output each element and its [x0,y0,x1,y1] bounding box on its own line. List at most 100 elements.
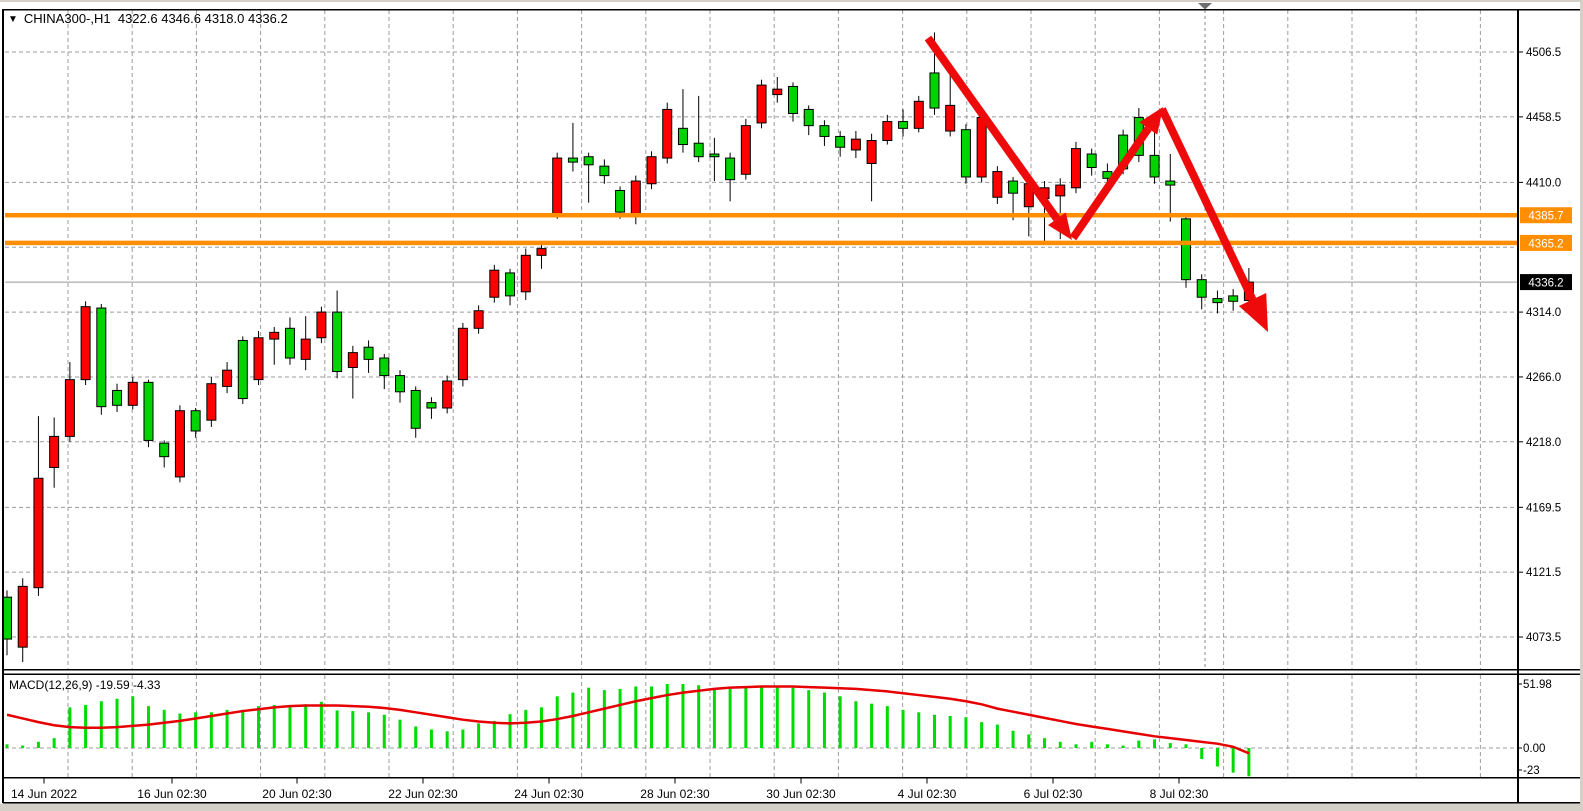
candle-bearish [913,100,924,129]
candle-bearish [473,310,484,329]
price-axis-label: 4121.5 [1526,567,1561,579]
candle-bullish [1212,298,1223,304]
right-gray-strip [1580,0,1583,811]
candle-bearish [127,381,138,406]
macd-histogram-bar [225,709,229,748]
macd-histogram-bar [948,715,952,748]
macd-histogram-bar [1074,744,1078,748]
macd-histogram-bar [398,719,402,748]
price-axis-label: 4410.0 [1526,177,1561,189]
price-level-badge-label: 4365.2 [1528,238,1563,250]
price-level-badge[interactable] [1520,207,1572,224]
macd-histogram-bar [712,688,716,748]
macd-histogram-bar [964,717,968,748]
candle-bearish [945,104,956,132]
candle-bullish [803,108,814,127]
candle-bullish [284,327,295,359]
time-axis-label: 28 Jun 02:30 [640,787,710,801]
macd-histogram-bar [870,703,874,748]
candle-bearish [630,180,641,214]
candle-bearish [80,306,91,381]
trend-arrow-line[interactable] [1069,126,1152,241]
macd-histogram-bar [1168,743,1172,748]
ohlc-values: 4322.6 4346.6 4318.0 4336.2 [117,11,288,26]
candle-bearish [552,157,563,214]
time-axis-label: 14 Jun 2022 [11,787,77,801]
macd-histogram-bar [1200,748,1204,760]
candle-bearish [253,337,264,381]
macd-histogram-bar [980,722,984,748]
macd-axis-label: -23 [1523,765,1540,777]
macd-histogram-bar [791,687,795,748]
candle-bearish [33,477,44,589]
macd-histogram-bar [760,686,764,748]
support-level-line[interactable] [5,212,1517,218]
window-top-edge [0,0,1583,2]
macd-histogram-bar [822,692,826,748]
price-axis-label: 4314.0 [1526,307,1561,319]
macd-histogram-bar [1121,745,1125,748]
price-axis-label: 4266.0 [1526,372,1561,384]
macd-histogram-bar [99,701,103,748]
candle-bullish [567,157,578,163]
candle-bullish [363,346,374,360]
candle-bearish [442,380,453,409]
candle-bullish [1165,180,1176,186]
macd-axis-label: 51.98 [1523,679,1552,691]
macd-histogram-bar [272,704,276,748]
price-level-badge-label: 4385.7 [1528,211,1563,223]
time-axis-label: 4 Jul 02:30 [898,787,957,801]
macd-histogram-bar [5,744,9,748]
candle-bearish [772,88,783,96]
price-axis-label: 4169.5 [1526,502,1561,514]
candle-bearish [489,269,500,298]
candle-bullish [819,125,830,137]
macd-histogram-bar [885,706,889,748]
chart-ohlc-header: ▼ CHINA300-,H1 4322.6 4346.6 4318.0 4336.… [8,11,288,27]
candle-bullish [112,389,123,406]
candle-bullish [725,157,736,181]
macd-histogram-bar [162,709,166,748]
macd-histogram-bar [524,709,528,748]
price-level-badge[interactable] [1520,234,1572,251]
macd-histogram-bar [414,726,418,748]
candle-bullish [929,72,940,109]
macd-histogram-bar [461,729,465,748]
macd-histogram-bar [241,709,245,748]
chart-shift-marker[interactable] [1198,3,1212,10]
candle-bullish [583,156,594,166]
macd-panel-top-border [3,673,1580,675]
candle-bearish [976,117,987,178]
support-level-line[interactable] [5,240,1517,246]
trend-arrow-line[interactable] [924,35,1061,222]
trend-arrow-head[interactable] [1139,107,1163,135]
trend-arrow-line[interactable] [1158,107,1257,302]
trend-arrow-head[interactable] [1048,212,1072,240]
macd-histogram-bar [115,698,119,748]
candle-bullish [960,129,971,178]
price-axis-label: 4218.0 [1526,437,1561,449]
macd-histogram-bar [744,686,748,748]
candle-bullish [426,402,437,409]
macd-histogram-bar [351,711,355,748]
candle-bearish [206,383,217,421]
candle-bullish [788,85,798,114]
time-axis-label: 30 Jun 02:30 [766,787,836,801]
spacer [111,11,118,26]
candle-bearish [1070,148,1081,189]
time-axis-label: 22 Jun 02:30 [388,787,458,801]
candle-bullish [505,272,516,297]
macd-histogram-bar [555,696,559,748]
price-axis-label: 4458.5 [1526,112,1561,124]
macd-histogram-bar [1105,744,1109,748]
candle-bullish [237,339,248,400]
candle-bearish [992,171,1003,198]
candle-bearish [882,121,893,141]
candle-bullish [599,165,610,177]
candle-bullish [693,142,704,158]
candle-bullish [1149,154,1160,178]
macd-histogram-bar [1137,740,1141,748]
trend-arrow-head[interactable] [1238,292,1268,332]
